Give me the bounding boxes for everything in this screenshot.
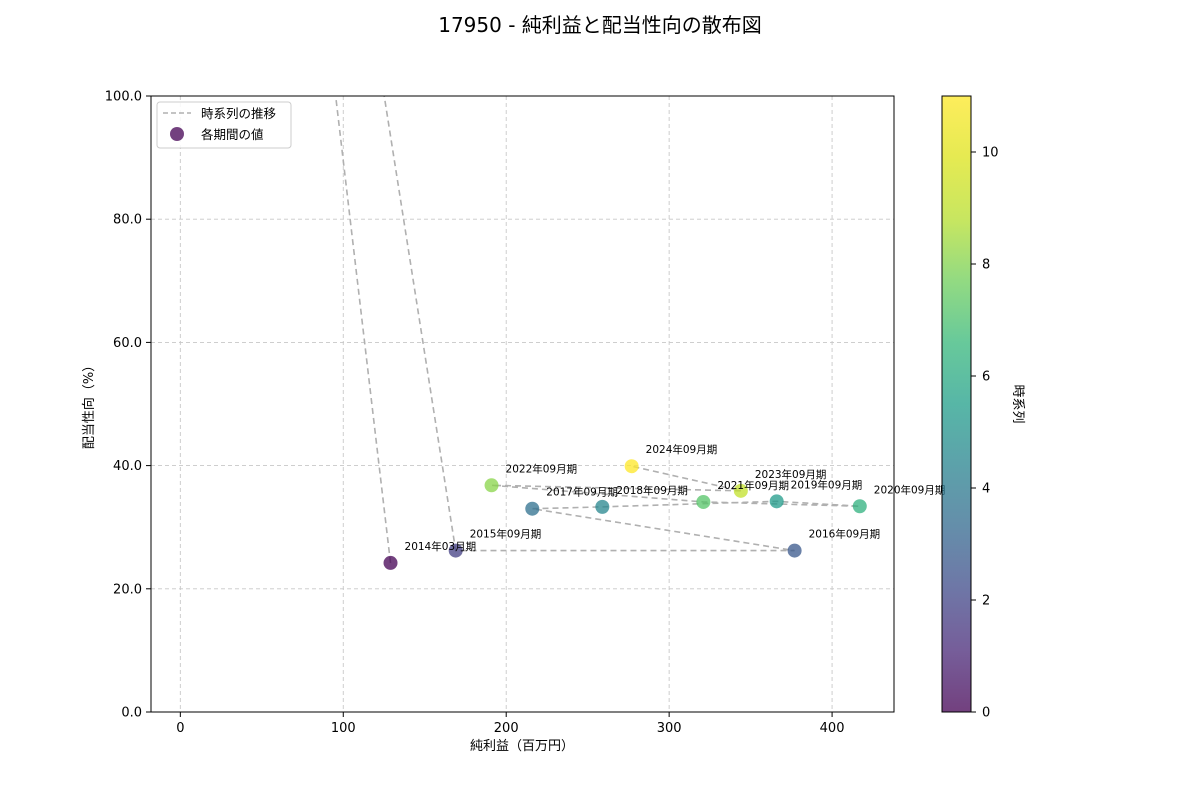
colorbar-label: 時系列 bbox=[1010, 384, 1025, 423]
data-point bbox=[787, 543, 802, 558]
point-label: 2019年09月期 bbox=[791, 478, 863, 491]
colorbar-tick-label: 2 bbox=[982, 594, 990, 609]
data-point bbox=[852, 499, 867, 514]
point-label: 2020年09月期 bbox=[874, 483, 946, 496]
x-tick-label: 300 bbox=[657, 721, 682, 736]
point-label: 2016年09月期 bbox=[809, 528, 881, 541]
data-point bbox=[769, 494, 784, 509]
colorbar-tick-label: 8 bbox=[982, 258, 990, 273]
x-axis: 0 100 200 300 400 bbox=[176, 712, 844, 736]
colorbar-gradient bbox=[942, 96, 971, 712]
point-label: 2024年09月期 bbox=[646, 443, 718, 456]
grid-lines bbox=[151, 95, 894, 713]
colorbar-tick-label: 10 bbox=[982, 146, 999, 161]
colorbar: 0 2 4 6 8 10 時系列 bbox=[941, 95, 1025, 721]
colorbar-frame bbox=[941, 95, 972, 713]
y-axis-label: 配当性向（%） bbox=[81, 359, 97, 449]
plot-frame bbox=[150, 95, 895, 713]
legend: 時系列の推移 各期間の値 bbox=[156, 101, 292, 149]
colorbar-ticks: 0 2 4 6 8 10 bbox=[971, 146, 999, 721]
y-tick-label: 80.0 bbox=[113, 213, 142, 228]
point-label: 2022年09月期 bbox=[506, 462, 578, 475]
x-tick-label: 400 bbox=[820, 721, 845, 736]
point-label: 2023年09月期 bbox=[755, 468, 827, 481]
point-label: 2014年03月期 bbox=[405, 540, 477, 553]
data-point bbox=[383, 555, 398, 570]
legend-point-label: 各期間の値 bbox=[201, 127, 264, 142]
y-tick-label: 100.0 bbox=[105, 90, 142, 105]
point-label: 2021年09月期 bbox=[717, 479, 789, 492]
legend-point-swatch bbox=[170, 127, 184, 141]
x-axis-label: 純利益（百万円） bbox=[470, 739, 574, 754]
point-label: 2017年09月期 bbox=[546, 486, 618, 499]
data-point bbox=[696, 494, 711, 509]
x-tick-label: 200 bbox=[494, 721, 519, 736]
chart-title: 17950 - 純利益と配当性向の散布図 bbox=[438, 13, 762, 37]
data-point bbox=[484, 478, 499, 493]
data-points bbox=[383, 459, 867, 570]
data-point bbox=[525, 501, 540, 516]
colorbar-tick-label: 4 bbox=[982, 482, 990, 497]
point-label: 2018年09月期 bbox=[616, 484, 688, 497]
y-tick-label: 60.0 bbox=[113, 336, 142, 351]
data-point bbox=[595, 499, 610, 514]
x-tick-label: 0 bbox=[176, 721, 184, 736]
y-axis: 0.0 20.0 40.0 60.0 80.0 100.0 bbox=[105, 90, 151, 721]
data-point bbox=[624, 459, 639, 474]
colorbar-tick-label: 0 bbox=[982, 706, 990, 721]
x-tick-label: 100 bbox=[331, 721, 356, 736]
point-label: 2015年09月期 bbox=[470, 528, 542, 541]
colorbar-tick-label: 6 bbox=[982, 370, 990, 385]
data-point bbox=[733, 483, 748, 498]
legend-line-label: 時系列の推移 bbox=[201, 106, 276, 121]
y-tick-label: 40.0 bbox=[113, 459, 142, 474]
data-point bbox=[448, 543, 463, 558]
y-tick-label: 0.0 bbox=[121, 706, 142, 721]
y-tick-label: 20.0 bbox=[113, 582, 142, 597]
